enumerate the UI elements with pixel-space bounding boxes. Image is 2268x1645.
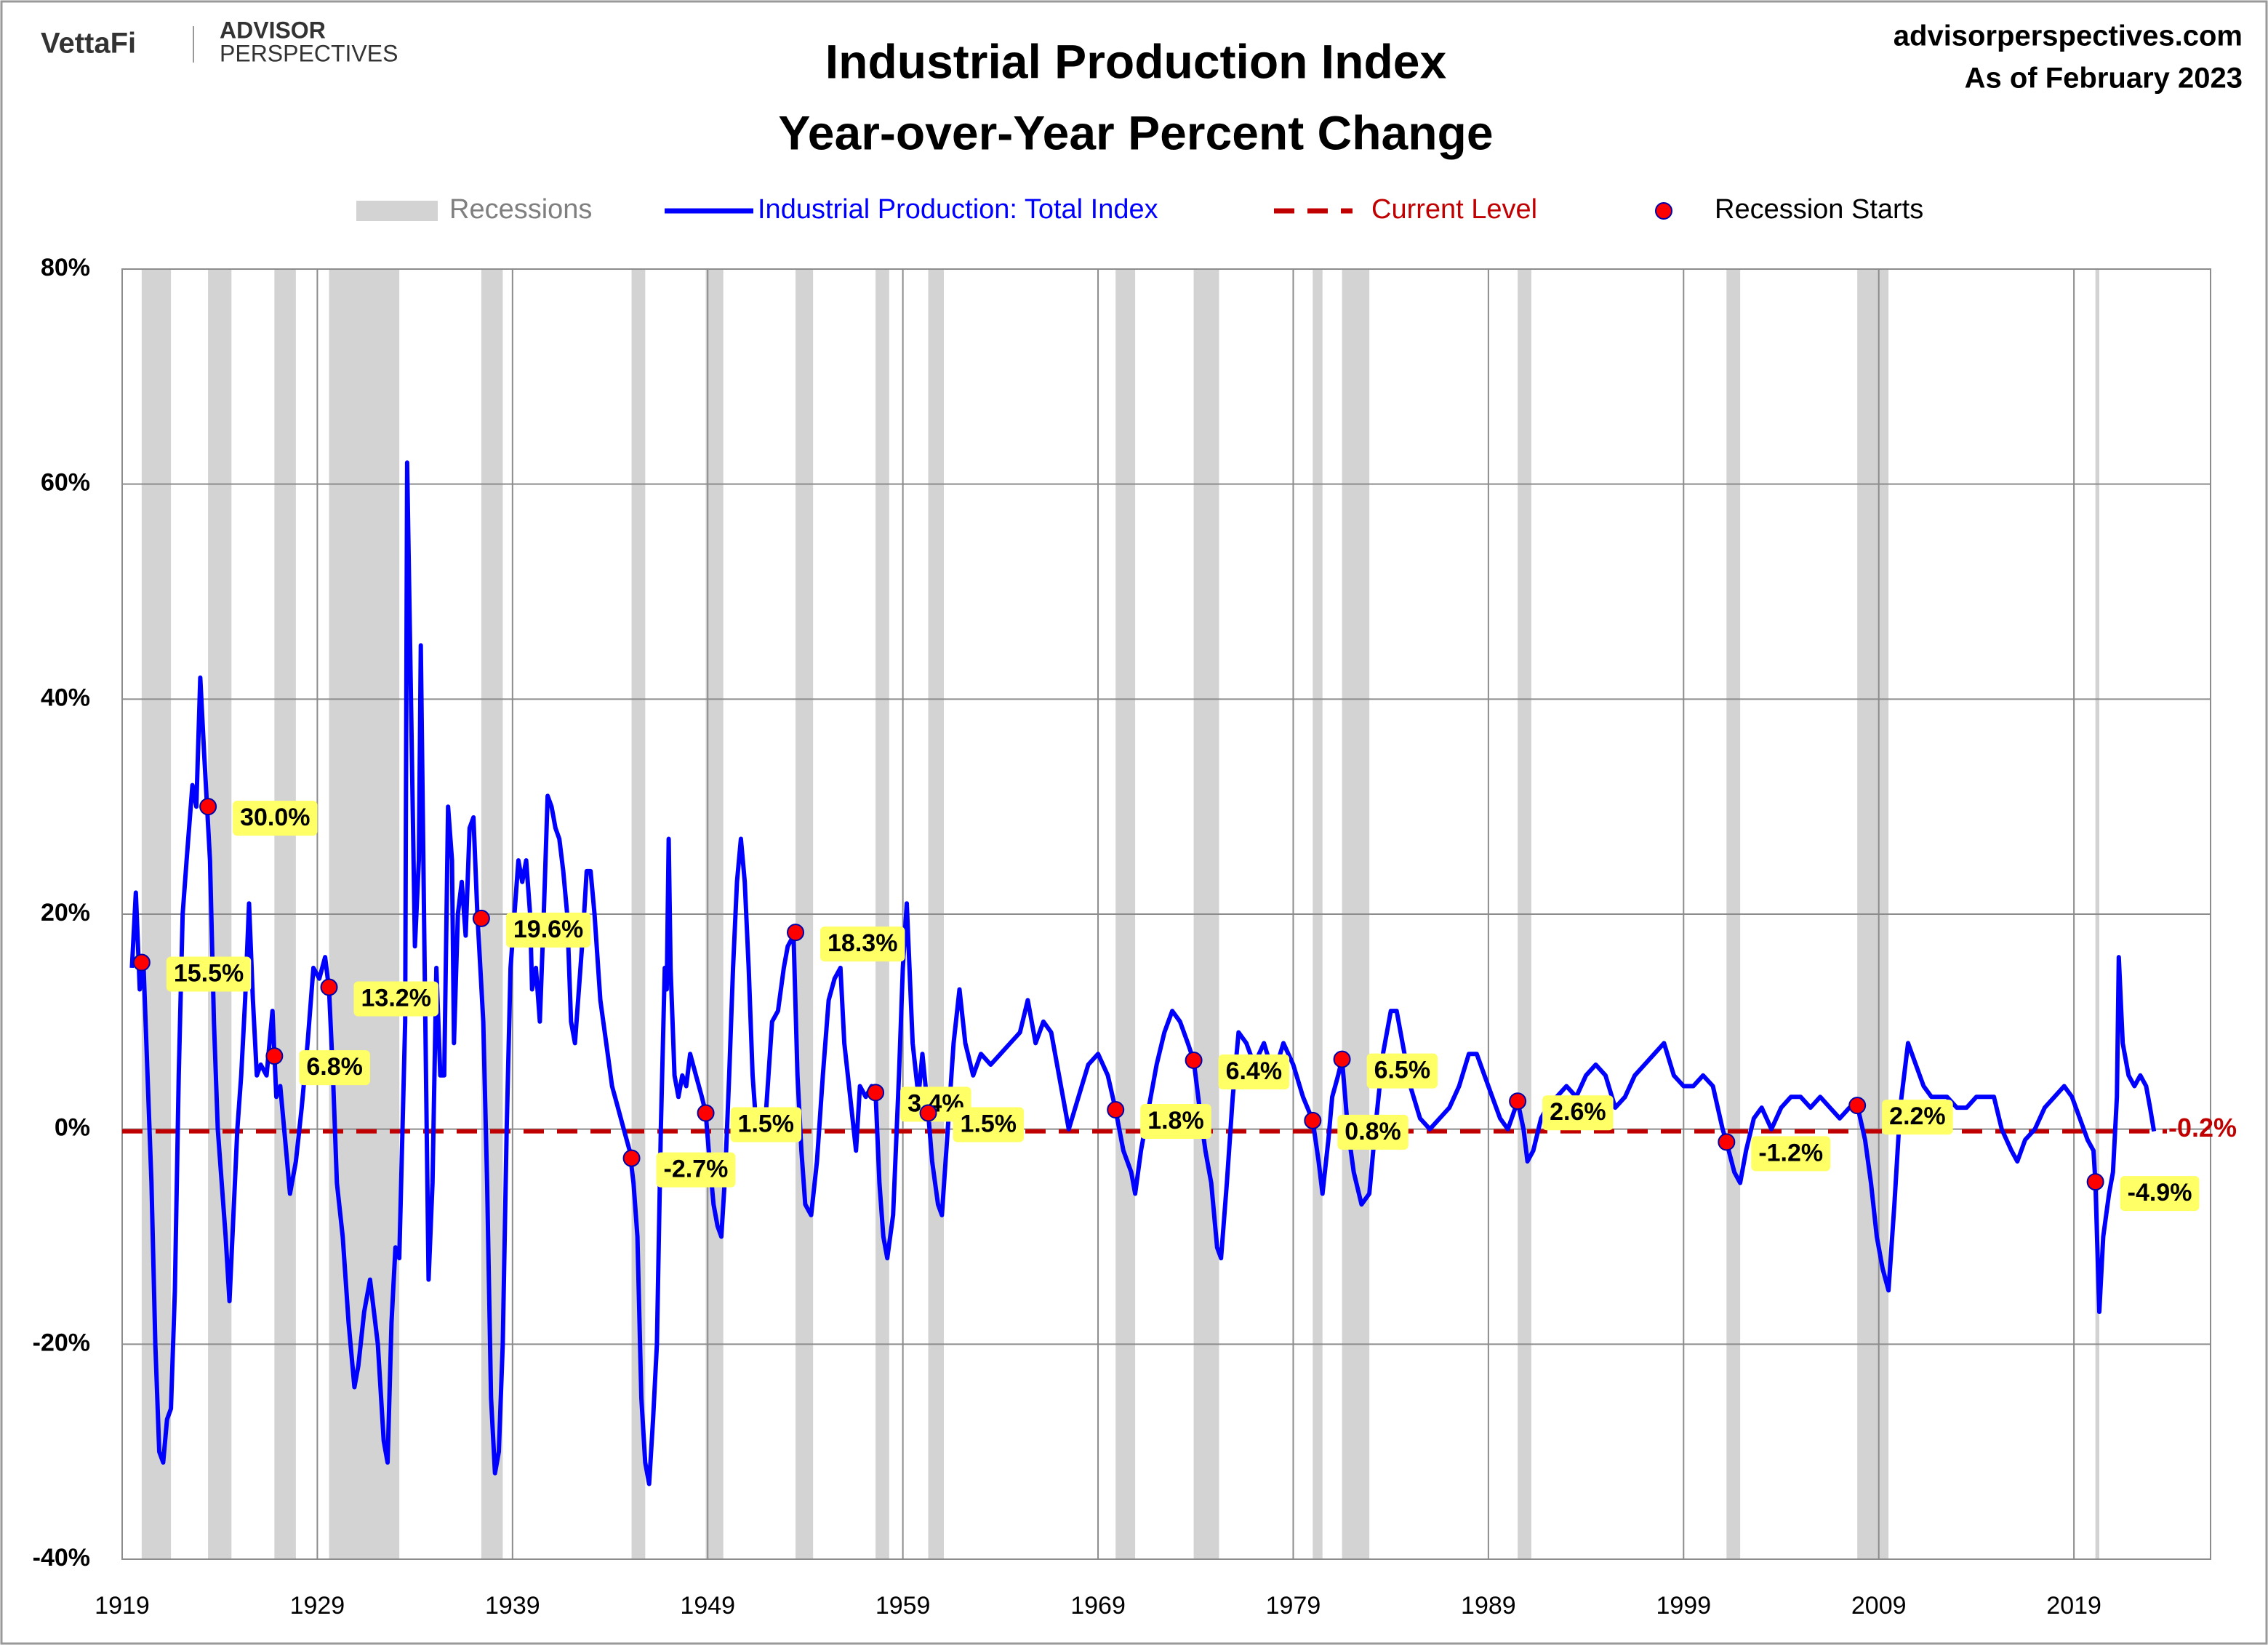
- data-label: 2.2%: [1889, 1102, 1946, 1130]
- data-label-bg: [1366, 1053, 1438, 1089]
- y-tick-label: 80%: [41, 254, 90, 281]
- y-tick-label: -40%: [33, 1544, 90, 1572]
- data-label-bg: [505, 912, 591, 948]
- recession-start-marker: [1185, 1052, 1203, 1070]
- current-level-label: -0.2%: [2168, 1113, 2237, 1142]
- x-tick-label: 1959: [875, 1592, 931, 1620]
- data-label: 2.6%: [1550, 1098, 1606, 1126]
- y-tick-label: 20%: [41, 899, 90, 926]
- data-label: 1.5%: [738, 1110, 795, 1137]
- data-label: 15.5%: [174, 960, 244, 988]
- data-label: 6.4%: [1226, 1057, 1283, 1085]
- data-label: 30.0%: [240, 804, 310, 831]
- data-label: -2.7%: [664, 1156, 729, 1183]
- brand-top: ADVISOR: [220, 17, 326, 43]
- recession-start-marker: [1848, 1097, 1867, 1115]
- data-label-bg: [166, 956, 252, 992]
- recession-start-marker: [199, 798, 217, 816]
- as-of: As of February 2023: [1965, 63, 2243, 95]
- y-tick-label: 0%: [55, 1114, 90, 1142]
- logo: VettaFi: [41, 28, 136, 60]
- x-tick-label: 1989: [1461, 1592, 1516, 1620]
- data-label-bg: [2120, 1176, 2200, 1212]
- data-label: 6.8%: [306, 1053, 363, 1081]
- plot-area: 15.5%30.0%6.8%13.2%19.6%-2.7%1.5%18.3%3.…: [121, 268, 2211, 1560]
- data-label-bg: [656, 1152, 736, 1188]
- recession-start-marker: [1107, 1101, 1125, 1119]
- data-label: 13.2%: [361, 985, 431, 1012]
- x-tick-label: 1979: [1266, 1592, 1321, 1620]
- data-label-bg: [730, 1107, 802, 1142]
- data-label-bg: [820, 926, 905, 962]
- legend-label: Current Level: [1371, 194, 1537, 225]
- chart-subtitle: Year-over-Year Percent Change: [778, 105, 1493, 159]
- data-label-bg: [1218, 1054, 1290, 1090]
- recession-start-marker: [919, 1104, 937, 1122]
- recession-start-marker: [867, 1084, 885, 1102]
- recession-start-marker: [1333, 1050, 1351, 1068]
- x-tick-label: 1939: [485, 1592, 540, 1620]
- legend-swatch: [356, 201, 438, 221]
- plot-border: [121, 268, 2211, 1560]
- data-label-bg: [299, 1050, 370, 1086]
- data-label: -1.2%: [1758, 1139, 1823, 1166]
- recession-start-marker: [2086, 1173, 2104, 1191]
- x-tick-label: 1929: [290, 1592, 345, 1620]
- chart-title: Industrial Production Index: [825, 34, 1447, 88]
- recession-start-marker: [265, 1047, 284, 1065]
- recession-start-marker: [1509, 1092, 1527, 1110]
- recession-start-marker: [787, 924, 805, 942]
- x-tick-label: 2009: [1851, 1592, 1907, 1620]
- data-label-bg: [1751, 1136, 1831, 1172]
- y-tick-label: -20%: [33, 1329, 90, 1356]
- x-tick-label: 1999: [1656, 1592, 1711, 1620]
- data-label-bg: [1542, 1095, 1614, 1131]
- legend-label: Recessions: [449, 194, 592, 225]
- data-label-bg: [233, 801, 318, 836]
- data-label: 0.8%: [1345, 1118, 1401, 1145]
- recession-start-marker: [622, 1149, 641, 1167]
- legend-label: Industrial Production: Total Index: [758, 194, 1158, 225]
- data-label-bg: [1882, 1100, 1953, 1135]
- data-label: 1.8%: [1147, 1107, 1204, 1134]
- site: advisorperspectives.com: [1894, 20, 2243, 52]
- data-label: -4.9%: [2128, 1179, 2192, 1206]
- legend-swatch: [1655, 202, 1672, 220]
- x-tick-label: 1969: [1070, 1592, 1126, 1620]
- legend: Recessions Industrial Production: Total I…: [356, 194, 1923, 225]
- recession-start-marker: [472, 909, 490, 927]
- data-label-bg: [1337, 1114, 1409, 1150]
- data-label-bg: [953, 1107, 1025, 1142]
- data-label-bg: [1140, 1104, 1211, 1140]
- x-tick-label: 1919: [95, 1592, 150, 1620]
- recession-start-marker: [697, 1104, 715, 1122]
- legend-label: Recession Starts: [1715, 194, 1923, 225]
- y-tick-label: 60%: [41, 469, 90, 497]
- data-label: 18.3%: [828, 929, 897, 957]
- x-tick-label: 2019: [2046, 1592, 2101, 1620]
- y-tick-label: 40%: [41, 684, 90, 711]
- data-label: 6.5%: [1374, 1057, 1431, 1084]
- brand-bottom: PERSPECTIVES: [220, 40, 398, 66]
- recession-start-marker: [132, 953, 151, 972]
- data-label: 1.5%: [961, 1110, 1017, 1137]
- data-label: 19.6%: [513, 916, 583, 943]
- x-tick-label: 1949: [680, 1592, 735, 1620]
- data-label-bg: [353, 981, 438, 1017]
- recession-start-marker: [320, 978, 338, 996]
- recession-start-marker: [1718, 1133, 1736, 1151]
- recession-start-marker: [1304, 1111, 1322, 1129]
